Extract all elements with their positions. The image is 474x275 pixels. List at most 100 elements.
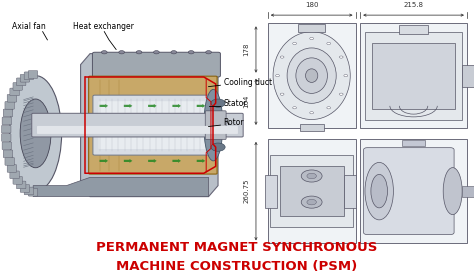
Circle shape bbox=[211, 143, 225, 151]
Circle shape bbox=[301, 170, 322, 182]
Circle shape bbox=[211, 99, 225, 107]
FancyBboxPatch shape bbox=[10, 88, 19, 96]
FancyArrow shape bbox=[124, 159, 132, 163]
Circle shape bbox=[339, 56, 343, 58]
Circle shape bbox=[280, 93, 284, 95]
Polygon shape bbox=[33, 177, 209, 197]
Text: MACHINE CONSTRUCTION (PSM): MACHINE CONSTRUCTION (PSM) bbox=[117, 260, 357, 273]
FancyBboxPatch shape bbox=[3, 109, 13, 117]
Circle shape bbox=[310, 112, 313, 114]
Text: 164: 164 bbox=[244, 95, 249, 108]
FancyBboxPatch shape bbox=[7, 94, 17, 102]
FancyBboxPatch shape bbox=[24, 72, 34, 80]
Circle shape bbox=[171, 51, 177, 54]
Bar bbox=[300, 124, 323, 131]
FancyBboxPatch shape bbox=[20, 185, 30, 192]
Bar bbox=[265, 175, 277, 208]
Circle shape bbox=[301, 196, 322, 208]
Circle shape bbox=[292, 42, 296, 45]
FancyArrow shape bbox=[100, 104, 108, 108]
FancyArrow shape bbox=[197, 104, 205, 108]
FancyBboxPatch shape bbox=[37, 126, 238, 134]
Text: Rotor: Rotor bbox=[224, 118, 245, 127]
Text: 260.75: 260.75 bbox=[244, 179, 249, 204]
FancyBboxPatch shape bbox=[92, 52, 220, 77]
FancyBboxPatch shape bbox=[364, 148, 454, 235]
Circle shape bbox=[119, 51, 125, 54]
Bar bbox=[402, 140, 426, 146]
Ellipse shape bbox=[296, 58, 328, 94]
Ellipse shape bbox=[9, 76, 62, 191]
Circle shape bbox=[292, 107, 296, 109]
Text: Axial fan: Axial fan bbox=[12, 22, 46, 31]
FancyArrow shape bbox=[148, 104, 156, 108]
Bar bbox=[344, 175, 356, 208]
Text: PERMANENT MAGNET SYNCHRONOUS: PERMANENT MAGNET SYNCHRONOUS bbox=[96, 241, 378, 254]
FancyArrow shape bbox=[100, 159, 108, 163]
FancyArrow shape bbox=[173, 159, 181, 163]
FancyBboxPatch shape bbox=[93, 95, 213, 155]
Circle shape bbox=[154, 51, 159, 54]
FancyBboxPatch shape bbox=[89, 76, 217, 174]
FancyBboxPatch shape bbox=[24, 187, 34, 195]
FancyBboxPatch shape bbox=[205, 111, 226, 139]
FancyBboxPatch shape bbox=[99, 101, 207, 149]
FancyBboxPatch shape bbox=[32, 113, 243, 137]
Bar bbox=[299, 24, 325, 32]
FancyBboxPatch shape bbox=[13, 177, 22, 184]
Text: 178: 178 bbox=[244, 43, 249, 56]
FancyArrow shape bbox=[197, 159, 205, 163]
Circle shape bbox=[136, 51, 142, 54]
Text: Cooling duct: Cooling duct bbox=[224, 78, 272, 87]
Bar bbox=[360, 23, 467, 128]
Ellipse shape bbox=[443, 167, 462, 214]
Circle shape bbox=[280, 56, 284, 58]
Circle shape bbox=[307, 199, 316, 205]
Circle shape bbox=[310, 37, 313, 40]
FancyArrow shape bbox=[148, 131, 156, 135]
FancyBboxPatch shape bbox=[7, 165, 17, 172]
Bar bbox=[268, 139, 356, 243]
Ellipse shape bbox=[204, 89, 223, 161]
FancyBboxPatch shape bbox=[5, 101, 14, 109]
FancyBboxPatch shape bbox=[17, 78, 26, 86]
Bar bbox=[399, 25, 428, 34]
FancyArrow shape bbox=[124, 131, 132, 135]
Circle shape bbox=[307, 173, 316, 179]
FancyArrow shape bbox=[100, 131, 108, 135]
Text: 215.8: 215.8 bbox=[403, 2, 424, 8]
FancyBboxPatch shape bbox=[20, 75, 30, 82]
Ellipse shape bbox=[306, 69, 318, 82]
Ellipse shape bbox=[371, 174, 388, 208]
FancyBboxPatch shape bbox=[17, 181, 26, 189]
FancyArrow shape bbox=[148, 159, 156, 163]
Text: 180: 180 bbox=[305, 2, 319, 8]
FancyBboxPatch shape bbox=[2, 117, 11, 125]
Bar bbox=[360, 139, 467, 243]
FancyArrow shape bbox=[173, 104, 181, 108]
FancyBboxPatch shape bbox=[10, 171, 19, 179]
FancyBboxPatch shape bbox=[1, 134, 11, 141]
FancyArrow shape bbox=[124, 104, 132, 108]
Text: Heat exchanger: Heat exchanger bbox=[73, 22, 134, 31]
Bar bbox=[270, 155, 353, 227]
Ellipse shape bbox=[287, 48, 336, 103]
Text: Stator: Stator bbox=[224, 99, 247, 108]
FancyBboxPatch shape bbox=[2, 142, 11, 150]
Circle shape bbox=[344, 75, 347, 77]
FancyArrow shape bbox=[197, 131, 205, 135]
FancyBboxPatch shape bbox=[5, 158, 14, 165]
FancyBboxPatch shape bbox=[1, 125, 11, 133]
Bar bbox=[268, 23, 356, 128]
Circle shape bbox=[101, 51, 107, 54]
Circle shape bbox=[339, 93, 343, 95]
Circle shape bbox=[327, 42, 331, 45]
FancyBboxPatch shape bbox=[3, 150, 13, 158]
Circle shape bbox=[327, 107, 331, 109]
Bar bbox=[462, 186, 474, 197]
Ellipse shape bbox=[273, 32, 350, 120]
FancyBboxPatch shape bbox=[28, 188, 38, 196]
Ellipse shape bbox=[365, 162, 393, 220]
Circle shape bbox=[188, 51, 194, 54]
Circle shape bbox=[206, 51, 211, 54]
